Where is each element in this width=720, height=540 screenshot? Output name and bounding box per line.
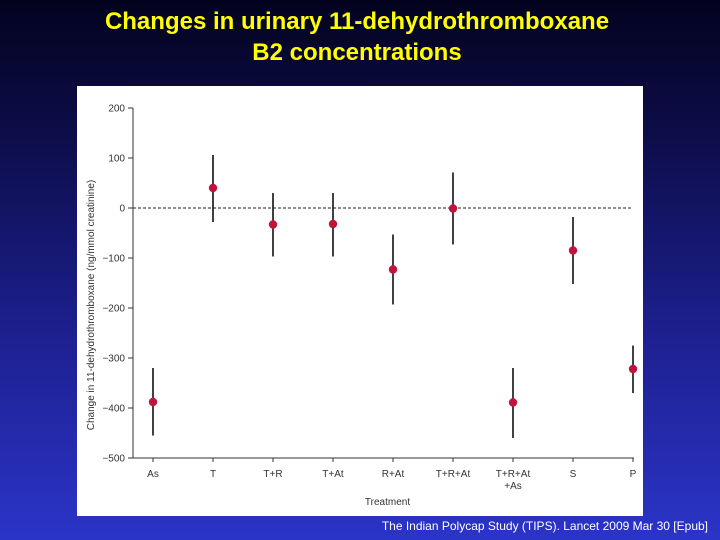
- chart-panel: 200 100 0 −100 −200 −300 −400 −500 As T T+R T+At R+A…: [77, 86, 643, 516]
- y-tick-label: −200: [102, 304, 125, 315]
- data-point: [388, 265, 398, 274]
- x-category-label: R+At: [382, 469, 405, 480]
- y-tick-label: −400: [102, 404, 125, 415]
- data-point: [568, 246, 578, 255]
- y-tick-label: −300: [102, 354, 125, 365]
- treatment-change-chart: 200 100 0 −100 −200 −300 −400 −500 As T T+R T+At R+A…: [86, 104, 638, 508]
- x-category-label: T+R+At: [496, 469, 531, 480]
- data-point: [448, 204, 458, 213]
- x-category-label: T+R+At: [436, 469, 471, 480]
- x-axis-title: Treatment: [365, 497, 410, 508]
- x-category-label: P: [630, 469, 637, 480]
- x-category-label: +As: [504, 481, 522, 492]
- x-category-label: As: [147, 469, 159, 480]
- y-tick-label: 100: [108, 154, 125, 165]
- slide-title-line-1: Changes in urinary 11-dehydrothromboxane: [104, 8, 610, 35]
- x-category-label: S: [570, 469, 577, 480]
- y-tick-label: −100: [102, 254, 125, 265]
- data-point: [328, 219, 338, 229]
- data-point: [628, 364, 638, 374]
- y-tick-label: −500: [102, 454, 125, 465]
- x-category-label: T+R: [263, 469, 282, 480]
- y-tick-label: 0: [119, 204, 125, 215]
- data-point: [208, 183, 218, 193]
- y-tick-label: 200: [108, 104, 125, 115]
- slide-title-line-2: B2 concentrations: [252, 39, 462, 66]
- data-point: [508, 398, 518, 407]
- citation: The Indian Polycap Study (TIPS). Lancet …: [381, 519, 708, 533]
- y-axis-title: Change in 11-dehydrothromboxane (ng/mmol…: [86, 180, 97, 431]
- data-point: [268, 220, 278, 229]
- data-point: [148, 397, 158, 407]
- x-category-label: T+At: [322, 469, 344, 480]
- x-category-label: T: [210, 469, 216, 480]
- slide-title: Changes in urinary 11-dehydrothromboxane…: [0, 6, 714, 68]
